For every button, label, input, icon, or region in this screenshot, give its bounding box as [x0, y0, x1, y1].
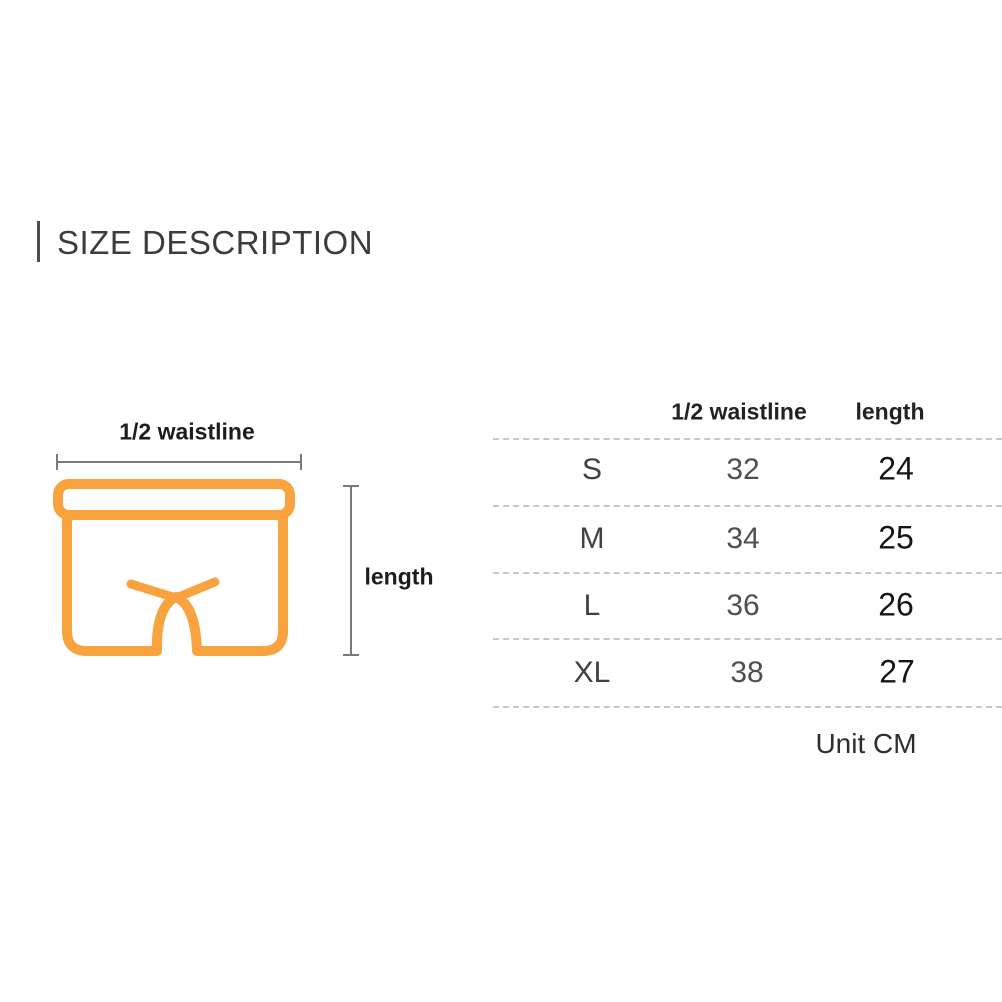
- waistline-cell: 38: [730, 656, 764, 689]
- waistline-cell: 32: [726, 453, 760, 486]
- size-cell: S: [581, 453, 603, 486]
- title-accent-bar: [37, 221, 40, 262]
- size-cell: M: [579, 522, 605, 555]
- size-cell: L: [583, 589, 601, 622]
- shorts-diagram: [53, 454, 359, 656]
- row-divider: [493, 572, 1002, 574]
- unit-note: Unit CM: [815, 728, 917, 759]
- diagram-length-label: length: [364, 563, 434, 590]
- length-cell: 25: [878, 519, 914, 556]
- row-divider: [493, 505, 1002, 507]
- length-cell: 26: [878, 586, 914, 623]
- row-divider: [493, 438, 1002, 440]
- waistline-measure-line: [56, 454, 302, 470]
- page-title: SIZE DESCRIPTION: [57, 224, 374, 261]
- waistline-cell: 34: [726, 522, 760, 555]
- diagram-waistline-label: 1/2 waistline: [119, 418, 255, 445]
- column-header-waistline: 1/2 waistline: [671, 398, 807, 425]
- column-header-length: length: [855, 398, 925, 425]
- shorts-outline: [53, 479, 295, 656]
- length-cell: 27: [879, 653, 915, 690]
- length-cell: 24: [878, 450, 914, 487]
- row-divider: [493, 638, 1002, 640]
- waistline-cell: 36: [726, 589, 760, 622]
- size-cell: XL: [573, 656, 611, 689]
- row-divider: [493, 706, 1002, 708]
- length-measure-line: [343, 485, 359, 656]
